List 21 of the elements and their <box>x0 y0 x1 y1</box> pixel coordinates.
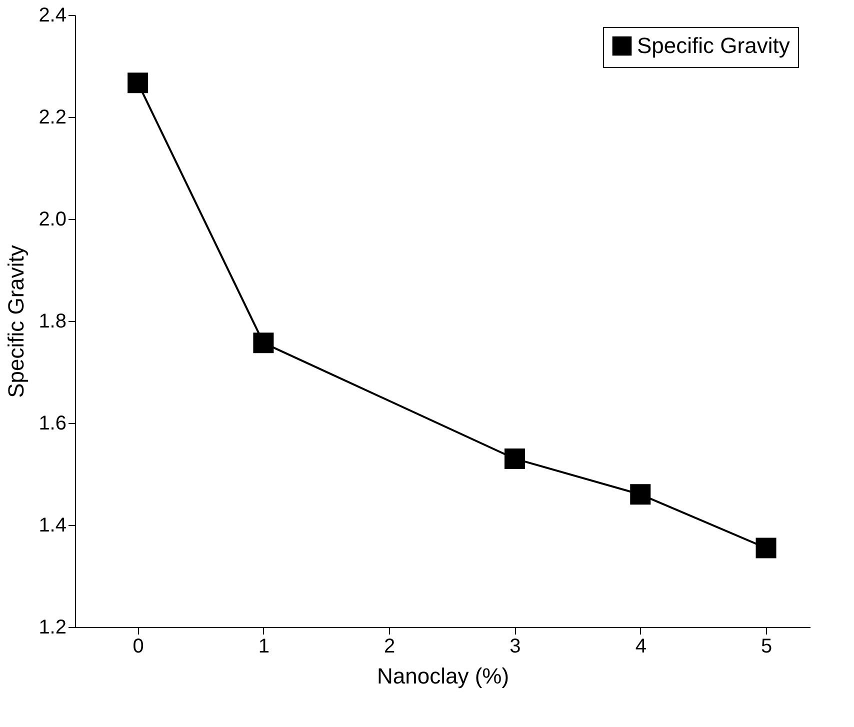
x-tick-label: 4 <box>635 636 646 658</box>
x-axis-title: Nanoclay (%) <box>376 664 510 688</box>
point <box>504 448 525 469</box>
point <box>756 538 776 558</box>
x-tick-label: 5 <box>760 636 772 658</box>
x-tick-label: 1 <box>258 636 270 658</box>
y-tick-label: 2.2 <box>38 106 66 128</box>
point <box>630 484 651 505</box>
y-axis-title: Specific Gravity <box>4 245 29 398</box>
y-tick-label: 1.2 <box>38 616 66 638</box>
x-tick-label: 0 <box>132 636 144 658</box>
y-tick-label: 1.4 <box>38 514 66 536</box>
point <box>253 332 274 354</box>
y-tick-label: 2.4 <box>38 4 66 26</box>
legend-label: Specific Gravity <box>637 33 790 58</box>
y-tick-label: 1.6 <box>38 412 66 434</box>
y-tick-label: 2.0 <box>38 208 66 230</box>
x-tick-label: 2 <box>384 636 396 658</box>
point <box>128 72 148 94</box>
x-tick-label: 3 <box>510 636 521 658</box>
y-tick-label: 1.8 <box>38 310 66 332</box>
